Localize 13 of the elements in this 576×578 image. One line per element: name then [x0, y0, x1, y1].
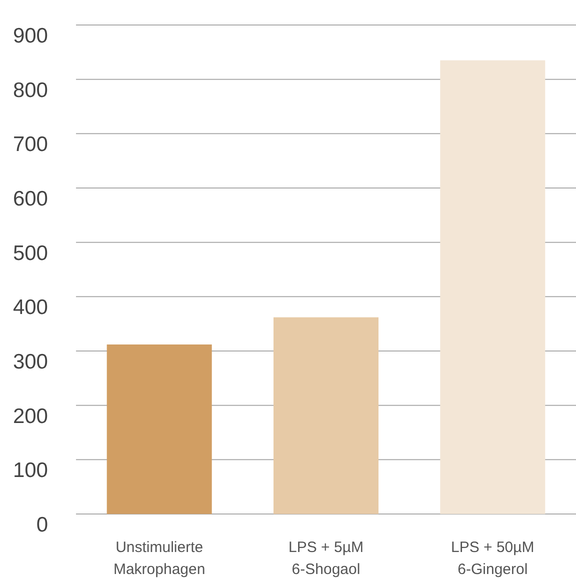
y-tick-label: 200 — [12, 404, 48, 428]
y-tick-label: 300 — [12, 350, 48, 374]
y-tick-label: 400 — [12, 296, 48, 320]
y-tick-label: 100 — [12, 459, 48, 482]
x-tick-label: Unstimulierte Makrophagen — [113, 539, 206, 578]
y-tick-label: 600 — [12, 188, 48, 211]
y-tick-label: 700 — [12, 133, 48, 156]
y-tick-label: 500 — [12, 242, 48, 265]
y-tick-label: 0 — [36, 514, 48, 537]
y-tick-label: 900 — [12, 24, 48, 48]
y-tick-label: 800 — [12, 78, 48, 102]
x-tick-label: LPS + 50µM 6-Gingerol — [451, 539, 534, 578]
x-tick-label: LPS + 5µM 6-Shogaol — [288, 539, 364, 578]
